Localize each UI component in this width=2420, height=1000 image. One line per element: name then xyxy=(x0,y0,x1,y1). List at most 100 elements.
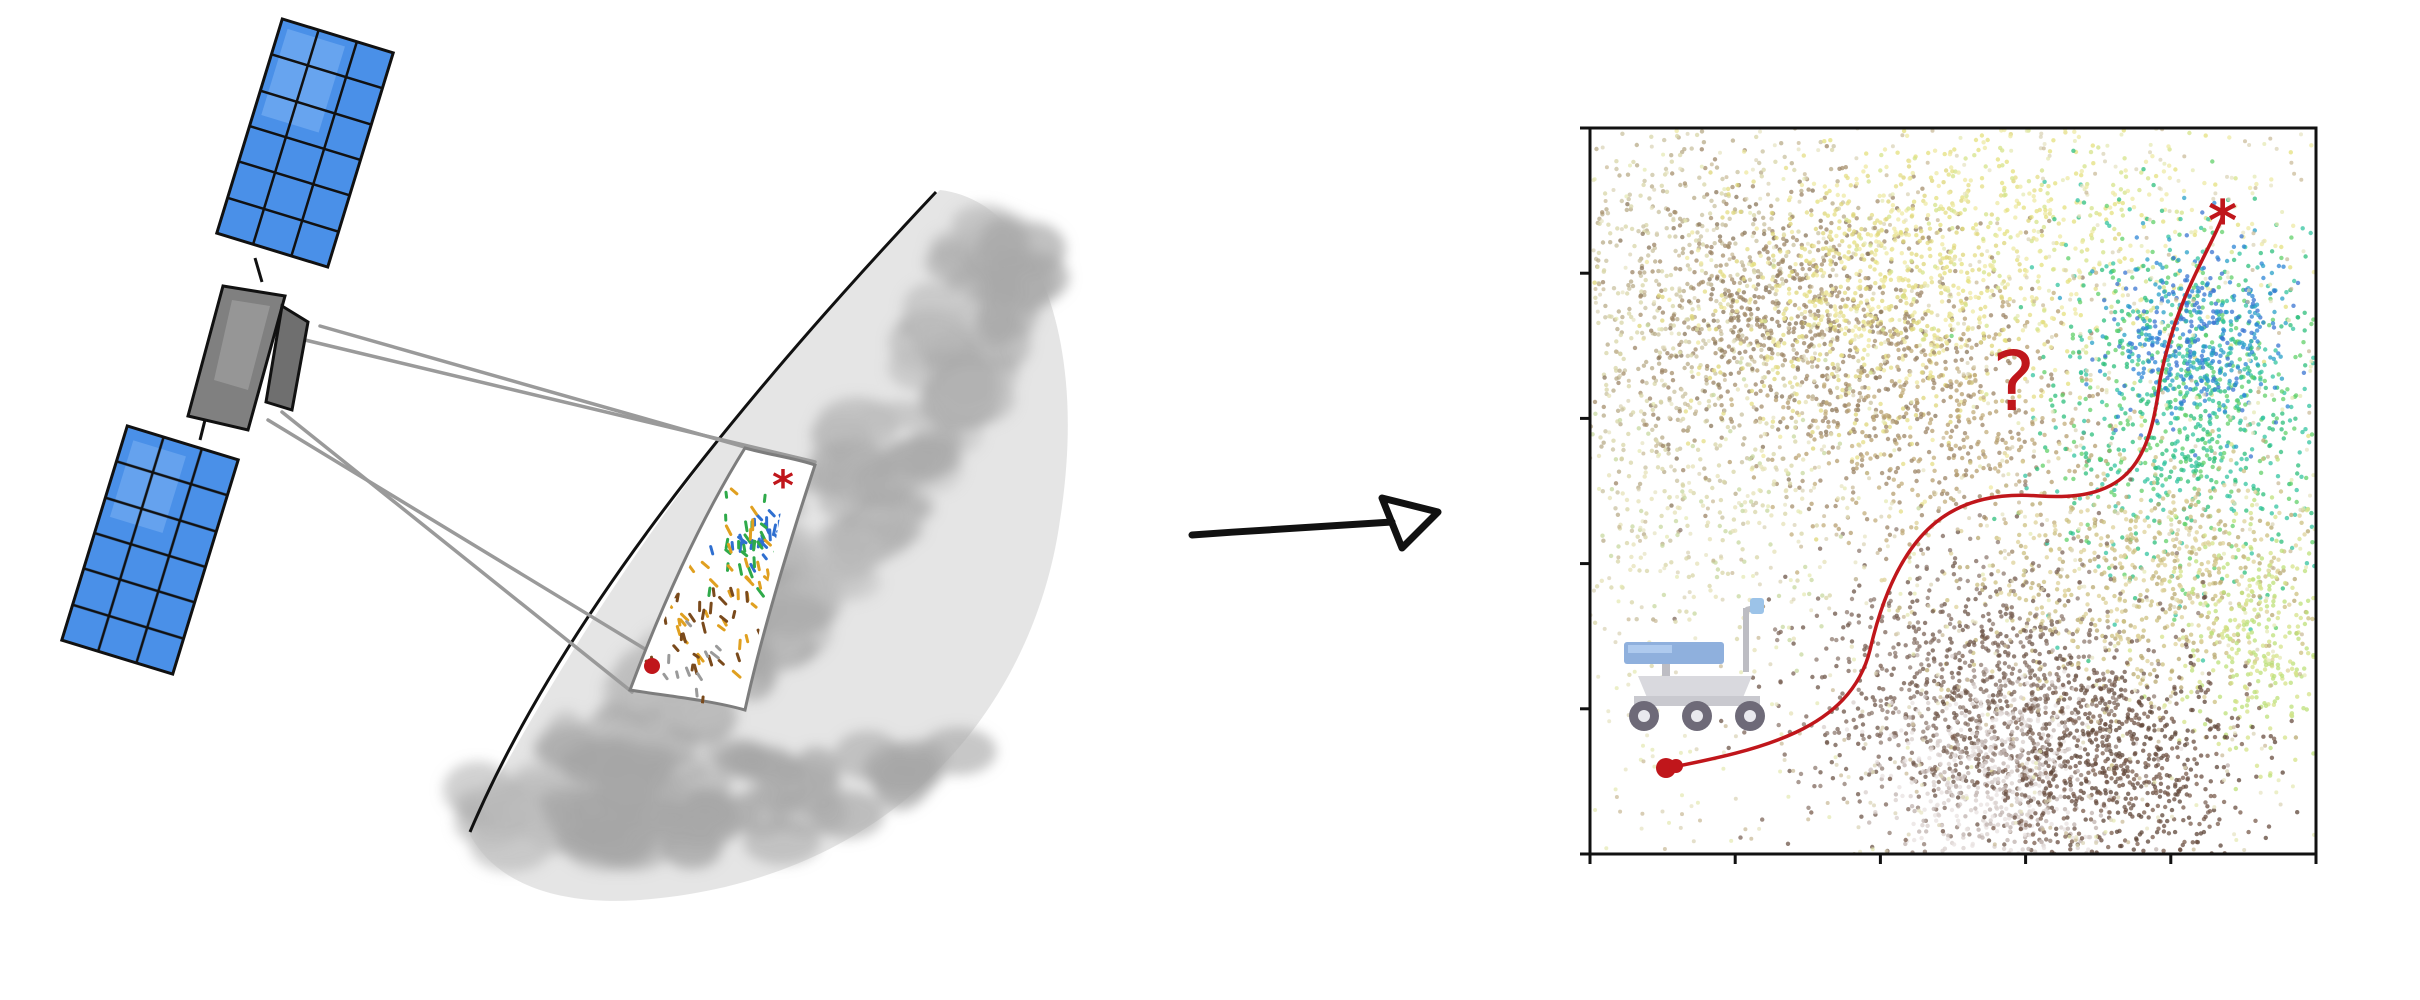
scatter-dot xyxy=(1875,366,1880,371)
scatter-dot xyxy=(1657,305,1662,311)
scatter-dot xyxy=(1962,316,1968,321)
scatter-dot xyxy=(2088,385,2093,390)
scatter-dot xyxy=(2104,203,2109,209)
scatter-dot xyxy=(1669,503,1674,508)
scatter-dot xyxy=(2183,456,2189,461)
scatter-dot xyxy=(1853,291,1858,296)
scatter-dot xyxy=(1689,250,1694,255)
scatter-dot xyxy=(1933,264,1938,269)
scatter-dot xyxy=(1753,447,1758,452)
scatter-dot xyxy=(1706,404,1712,409)
scatter-dot xyxy=(2072,129,2077,134)
scatter-dot xyxy=(2126,482,2131,487)
scatter-dot xyxy=(2141,628,2146,633)
scatter-dot xyxy=(1962,177,1968,183)
scatter-dot xyxy=(2121,396,2127,401)
footprint-dash xyxy=(704,650,710,658)
scatter-dot xyxy=(2042,204,2047,209)
scatter-dot xyxy=(1673,234,1678,239)
scatter-dot xyxy=(1731,236,1736,241)
scatter-dot xyxy=(1963,472,1969,478)
scatter-dot xyxy=(2165,375,2170,381)
footprint-dash xyxy=(687,564,696,574)
scatter-dot xyxy=(1745,247,1750,252)
scatter-dot xyxy=(1972,253,1978,258)
scatter-dot xyxy=(2280,296,2285,301)
scatter-dot xyxy=(2219,335,2225,340)
scatter-dot xyxy=(1601,413,1607,418)
scatter-dot xyxy=(2302,328,2307,333)
scatter-dot xyxy=(1747,204,1752,209)
scatter-dot xyxy=(2279,539,2284,544)
scatter-dot xyxy=(1920,186,1925,191)
scatter-dot xyxy=(2122,383,2127,389)
scatter-dot xyxy=(1682,320,1687,325)
scatter-dot xyxy=(2159,296,2165,301)
scatter-dot xyxy=(1681,246,1686,251)
scatter-dot xyxy=(1894,441,1899,446)
scatter-dot xyxy=(2171,255,2176,261)
scatter-dot xyxy=(1751,347,1756,352)
scatter-dot xyxy=(2103,353,2108,359)
scatter-dot xyxy=(2104,264,2109,269)
scatter-dot xyxy=(2236,488,2241,493)
scatter-dot xyxy=(2217,359,2222,365)
scatter-dot xyxy=(1989,255,1995,260)
scatter-dot xyxy=(1809,208,1814,213)
scatter-dot xyxy=(1660,466,1665,472)
scatter-dot xyxy=(1632,243,1637,249)
scatter-dot xyxy=(2059,241,2064,247)
scatter-dot xyxy=(2081,430,2086,435)
scatter-dot xyxy=(1768,387,1774,393)
scatter-dot xyxy=(1936,328,1941,333)
scatter-dot xyxy=(2168,383,2173,388)
scatter-dot xyxy=(2099,387,2105,393)
scatter-dot xyxy=(1872,225,1878,231)
scatter-dot xyxy=(2097,369,2103,374)
scatter-dot xyxy=(1944,339,1949,345)
scatter-dot xyxy=(2185,479,2191,484)
scatter-dot xyxy=(2140,634,2145,639)
scatter-dot xyxy=(1780,363,1786,368)
scatter-dot xyxy=(2210,159,2215,164)
scatter-dot xyxy=(1865,232,1871,237)
scatter-dot xyxy=(1805,322,1811,327)
scatter-dot xyxy=(1997,332,2002,337)
scatter-dot xyxy=(1864,451,1870,456)
scatter-dot xyxy=(1963,302,1969,308)
scatter-dot xyxy=(1836,377,1841,383)
scatter-dot xyxy=(2126,303,2131,309)
scatter-dot xyxy=(2105,534,2110,539)
scatter-dot xyxy=(2109,210,2114,216)
scatter-dot xyxy=(2192,576,2198,581)
scatter-dot xyxy=(2083,471,2089,476)
scatter-dot xyxy=(1909,302,1914,307)
scatter-dot xyxy=(1794,290,1799,295)
scatter-dot xyxy=(1604,382,1609,388)
scatter-dot xyxy=(2170,551,2175,556)
scatter-dot xyxy=(1731,210,1736,215)
scatter-dot xyxy=(2034,513,2040,518)
scatter-dot xyxy=(1782,383,1788,388)
scatter-dot xyxy=(2122,256,2127,261)
scatter-dot xyxy=(1978,384,1983,389)
scatter-dot xyxy=(1686,325,1691,330)
footprint-dash xyxy=(696,652,705,663)
scatter-dot xyxy=(1819,262,1825,267)
scatter-dot xyxy=(2274,416,2279,421)
scatter-dot xyxy=(1771,451,1776,457)
scatter-dot xyxy=(2187,556,2193,561)
scatter-dot xyxy=(2102,372,2108,377)
scatter-dot xyxy=(1951,453,1957,458)
scatter-dot xyxy=(2189,502,2194,508)
scatter-dot xyxy=(1687,267,1692,272)
scatter-dot xyxy=(1735,169,1740,175)
scatter-dot xyxy=(1896,484,1902,489)
footprint-dash xyxy=(750,602,758,609)
scatter-dot xyxy=(2024,256,2029,261)
scatter-dot xyxy=(1715,318,1720,324)
scatter-dot xyxy=(1849,459,1855,464)
scatter-dot xyxy=(2202,398,2208,403)
arrow-right-icon xyxy=(1188,494,1442,552)
scatter-dot xyxy=(1621,442,1626,448)
